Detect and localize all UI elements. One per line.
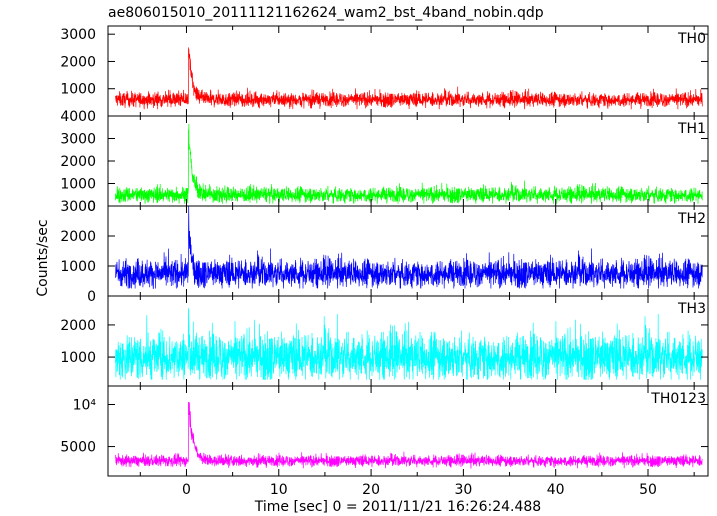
x-tick-label: 10 <box>270 482 288 498</box>
panel-label: TH1 <box>677 121 706 137</box>
panel-th1: 0 1000 2000 3000 4000 TH1 <box>60 109 709 215</box>
panel-label: TH0123 <box>650 391 706 407</box>
y-tick-label: 3000 <box>60 199 96 215</box>
x-axis-label: Time [sec] 0 = 2011/11/21 16:26:24.488 <box>254 499 541 515</box>
y-tick-label: 2000 <box>60 54 96 70</box>
series-line-th0 <box>115 47 703 110</box>
panel-label: TH2 <box>677 211 706 227</box>
panel-label: TH0 <box>677 31 706 47</box>
y-tick-label: 2000 <box>60 229 96 245</box>
x-tick-label: 40 <box>547 482 565 498</box>
panel-th0: 1000 2000 3000 TH0 <box>60 25 709 117</box>
panel-frame <box>107 385 709 477</box>
figure-title: ae806015010_20111121162624_wam2_bst_4ban… <box>108 5 544 21</box>
y-tick-label: 1000 <box>60 350 96 366</box>
series-line-th0123 <box>115 401 703 469</box>
y-tick-label: 0 <box>87 289 96 305</box>
x-tick-label: 50 <box>639 482 657 498</box>
y-tick-label: 2000 <box>60 154 96 170</box>
y-tick-label: 5000 <box>60 440 96 456</box>
y-tick-label: 2000 <box>60 318 96 334</box>
x-tick-label: 0 <box>182 482 191 498</box>
y-tick-label: 1000 <box>60 82 96 98</box>
x-tick-label: 20 <box>362 482 380 498</box>
y-tick-label: 0 <box>87 199 96 215</box>
y-axis-label: Counts/sec <box>35 219 51 296</box>
series-line-th2 <box>115 206 703 289</box>
panel-th2: 0 1000 2000 3000 TH2 <box>60 199 709 305</box>
panel-th3: 1000 2000 TH3 <box>60 295 709 387</box>
y-tick-label: 4000 <box>60 109 96 125</box>
series-line-th1 <box>115 123 703 204</box>
y-tick-label: 1000 <box>60 177 96 193</box>
x-tick-label: 30 <box>454 482 472 498</box>
panel-th0123: 5000 10⁴ TH0123 <box>60 385 709 477</box>
panel-label: TH3 <box>677 301 706 317</box>
y-tick-label: 3000 <box>60 27 96 43</box>
series-line-th3 <box>115 308 703 380</box>
y-tick-label: 3000 <box>60 132 96 148</box>
y-tick-label: 10⁴ <box>73 398 97 414</box>
y-tick-label: 1000 <box>60 259 96 275</box>
